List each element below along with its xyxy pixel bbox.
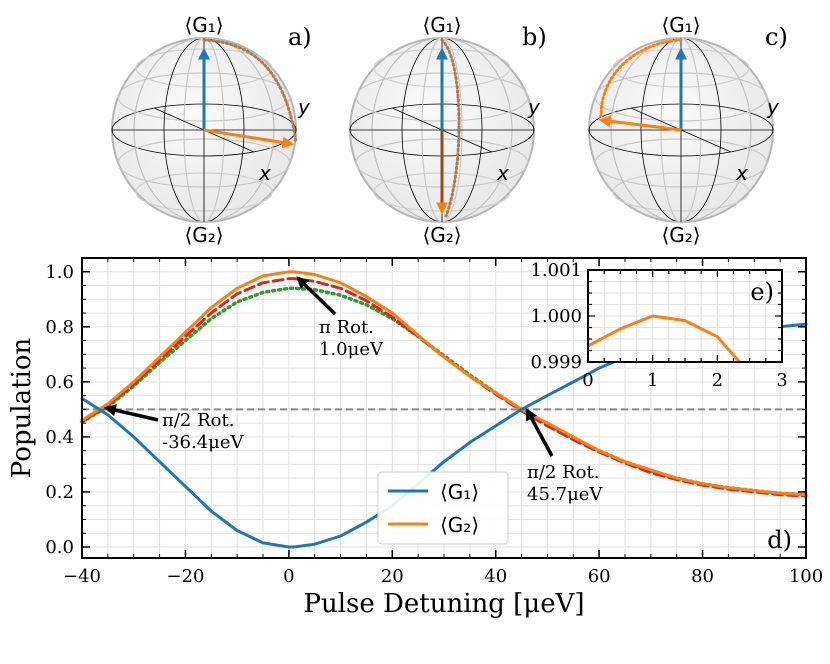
y-tick-label: 0.0 <box>45 537 74 558</box>
ticks <box>81 258 807 558</box>
inset-y-tick-label: 1.000 <box>530 306 582 327</box>
y-axis-label: y <box>297 95 311 119</box>
series-line-dashed <box>80 277 808 498</box>
trajectory-dots <box>599 38 683 118</box>
y-axis-label: y <box>766 95 780 119</box>
x-tick-label: 0 <box>283 566 294 587</box>
inset-tick-labels: 0 1 2 3 0.999 1.000 1.001 <box>530 260 787 391</box>
series-line-g2 <box>80 270 808 497</box>
y-axis-title: Population <box>7 338 37 479</box>
x-axis-label: x <box>258 161 271 185</box>
inset-series-line <box>588 314 742 362</box>
x-tick-label: 20 <box>381 566 404 587</box>
legend-label-g2: ⟨G₂⟩ <box>440 513 479 537</box>
x-tick-label: 60 <box>588 566 611 587</box>
x-tick-label: 80 <box>691 566 714 587</box>
x-axis-label: x <box>735 161 748 185</box>
inset-x-tick-label: 2 <box>712 370 723 391</box>
annotation-arrow <box>525 407 554 457</box>
panel-label-e: e) <box>750 278 774 306</box>
inset-y-tick-label: 0.999 <box>530 352 582 373</box>
x-axis-title: Pulse Detuning [μeV] <box>303 589 584 619</box>
inset-chart: 0 1 2 3 0.999 1.000 1.001 e) <box>530 260 787 391</box>
inset-x-tick-label: 0 <box>582 370 593 391</box>
inset-x-tick-label: 1 <box>647 370 658 391</box>
annotation-line1: π/2 Rot. <box>527 462 599 483</box>
annotation-line2: -36.4μeV <box>162 432 245 453</box>
g2-label: ⟨G₂⟩ <box>661 223 700 247</box>
y-tick-label: 0.4 <box>45 427 74 448</box>
y-axis-label: y <box>527 95 541 119</box>
annotation-half-left: π/2 Rot. -36.4μeV <box>103 404 245 453</box>
bloch-sphere-b: ⟨G₁⟩ ⟨G₂⟩ y x b) <box>349 13 547 247</box>
g1-label: ⟨G₁⟩ <box>422 13 461 37</box>
legend-label-g1: ⟨G₁⟩ <box>440 480 479 504</box>
x-axis-label: x <box>496 161 509 185</box>
annotation-line1: π/2 Rot. <box>162 410 234 431</box>
y-tick-label: 1.0 <box>45 262 74 283</box>
g2-label: ⟨G₂⟩ <box>184 223 223 247</box>
state-vector <box>203 128 295 149</box>
annotation-pi-rotation: π Rot. 1.0μeV <box>296 276 384 360</box>
g1-label: ⟨G₁⟩ <box>661 13 700 37</box>
bloch-sphere-c: ⟨G₁⟩ ⟨G₂⟩ y x c) <box>588 13 788 247</box>
x-tick-label: −40 <box>63 566 101 587</box>
annotation-arrow <box>103 404 159 422</box>
y-tick-label: 0.8 <box>45 317 74 338</box>
panel-label-c: c) <box>765 23 788 51</box>
annotation-half-right: π/2 Rot. 45.7μeV <box>525 407 603 505</box>
legend: ⟨G₁⟩ ⟨G₂⟩ <box>377 471 509 545</box>
x-tick-label: 100 <box>789 566 823 587</box>
x-tick-label: 40 <box>484 566 507 587</box>
annotation-line2: 1.0μeV <box>319 339 384 360</box>
annotation-line1: π Rot. <box>319 317 374 338</box>
x-tick-label: −20 <box>166 566 204 587</box>
y-tick-label: 0.6 <box>45 372 74 393</box>
y-tick-label: 0.2 <box>45 482 74 503</box>
panel-label-d: d) <box>767 526 792 554</box>
inset-x-tick-label: 3 <box>776 370 787 391</box>
panel-label-a: a) <box>288 23 312 51</box>
g1-label: ⟨G₁⟩ <box>184 13 223 37</box>
inset-series <box>588 314 742 362</box>
panel-label-b: b) <box>522 23 547 51</box>
inset-y-tick-label: 1.001 <box>530 260 582 281</box>
annotation-arrow <box>296 276 337 316</box>
state-vector <box>598 115 682 132</box>
annotation-line2: 45.7μeV <box>527 484 603 505</box>
bloch-sphere-a: ⟨G₁⟩ ⟨G₂⟩ y x a) <box>111 13 312 247</box>
inset-ticks <box>587 269 783 363</box>
trajectory-dots <box>202 38 298 144</box>
g2-label: ⟨G₂⟩ <box>422 223 461 247</box>
trajectory-dots <box>440 38 461 218</box>
